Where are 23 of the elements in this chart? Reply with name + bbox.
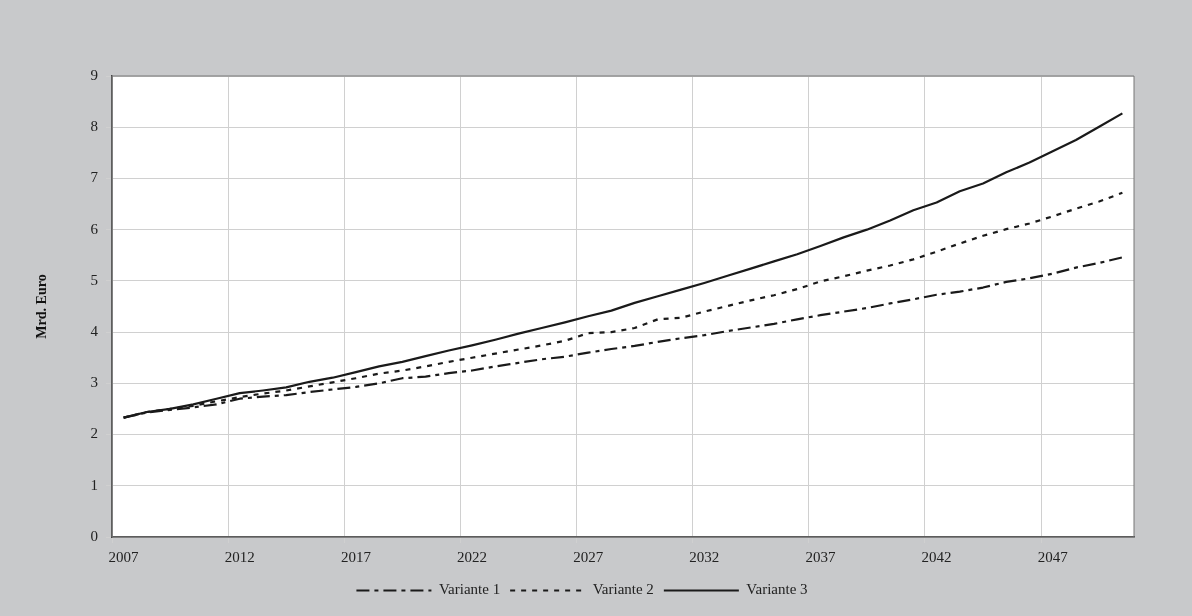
y-axis-title: Mrd. Euro [34,274,50,339]
y-tick-label: 7 [90,169,99,186]
y-tick-label: 6 [90,220,99,237]
legend-label: Variante 3 [746,581,808,598]
x-tick-label: 2022 [457,548,488,565]
y-tick-label: 5 [90,271,98,288]
x-tick-label: 2037 [805,548,836,565]
y-tick-label: 4 [90,323,99,340]
y-tick-label: 1 [90,476,98,493]
y-tick-label: 8 [90,118,98,135]
x-tick-label: 2017 [340,548,372,565]
x-tick-label: 2032 [689,548,720,565]
x-tick-label: 2007 [108,548,140,565]
legend-label: Variante 2 [592,581,654,598]
y-tick-label: 2 [90,425,98,442]
legend-label: Variante 1 [438,581,501,598]
y-tick-label: 3 [90,374,98,391]
x-tick-label: 2042 [921,548,952,565]
x-tick-label: 2012 [224,548,255,565]
x-tick-label: 2047 [1037,548,1069,565]
y-tick-label: 9 [90,66,98,83]
y-tick-label: 0 [90,527,98,544]
x-tick-label: 2027 [573,548,604,565]
